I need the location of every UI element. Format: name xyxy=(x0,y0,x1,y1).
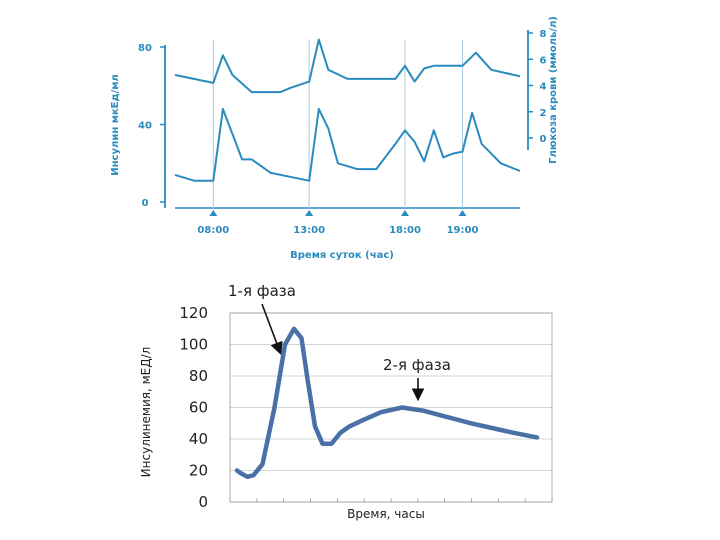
bottom-y-tick-label: 120 xyxy=(179,304,208,322)
annotation-phase-1-arrow xyxy=(261,303,283,355)
top-right-tick-label: 8 xyxy=(540,29,547,40)
top-left-axis-label: Инсулин мкЕд/мл xyxy=(110,74,121,175)
top-right-tick-label: 0 xyxy=(540,134,547,145)
meal-time-label: 19:00 xyxy=(447,225,479,236)
bottom-y-tick-label: 0 xyxy=(198,493,208,511)
bottom-y-axis-label: Инсулинемия, мЕД/л xyxy=(139,347,153,478)
bottom-y-tick-label: 40 xyxy=(189,430,208,448)
bottom-y-tick-label: 80 xyxy=(189,367,208,385)
top-right-axis-label: Глюкоза крови (ммоль/л) xyxy=(548,16,559,164)
meal-time-arrow xyxy=(401,210,409,216)
meal-time-label: 18:00 xyxy=(389,225,421,236)
meal-time-arrow xyxy=(209,210,218,216)
top-chart: 80 40 0 8 6 4 2 0 08:00 13:00 18:00 19:00 Инсулин… xyxy=(110,16,559,261)
top-left-tick-label: 0 xyxy=(142,198,149,209)
meal-time-label: 08:00 xyxy=(197,225,229,236)
meal-time-arrow xyxy=(458,210,467,216)
top-x-axis-label: Время суток (час) xyxy=(290,250,394,261)
insulinemia-series-line xyxy=(234,326,540,480)
top-right-tick-label: 6 xyxy=(540,55,547,66)
bottom-y-tick-label: 60 xyxy=(189,399,208,417)
top-left-tick-label: 40 xyxy=(138,121,152,132)
annotation-phase-1: 1-я фаза xyxy=(228,282,296,300)
meal-time-label: 13:00 xyxy=(293,225,325,236)
glucose-series-line xyxy=(174,38,521,94)
annotation-phase-2: 2-я фаза xyxy=(383,356,451,374)
insulin-series-line xyxy=(174,108,521,182)
bottom-y-tick-label: 20 xyxy=(189,462,208,480)
bottom-x-axis-label: Время, часы xyxy=(347,507,425,521)
top-right-tick-label: 2 xyxy=(540,108,547,119)
bottom-y-tick-label: 100 xyxy=(179,336,208,354)
top-left-tick-label: 80 xyxy=(138,43,152,54)
bottom-chart: 0 20 40 60 80 100 120 Инсулинемия, мЕД/л Время… xyxy=(139,282,553,521)
top-right-tick-label: 4 xyxy=(540,82,547,93)
meal-time-arrow xyxy=(305,210,314,216)
